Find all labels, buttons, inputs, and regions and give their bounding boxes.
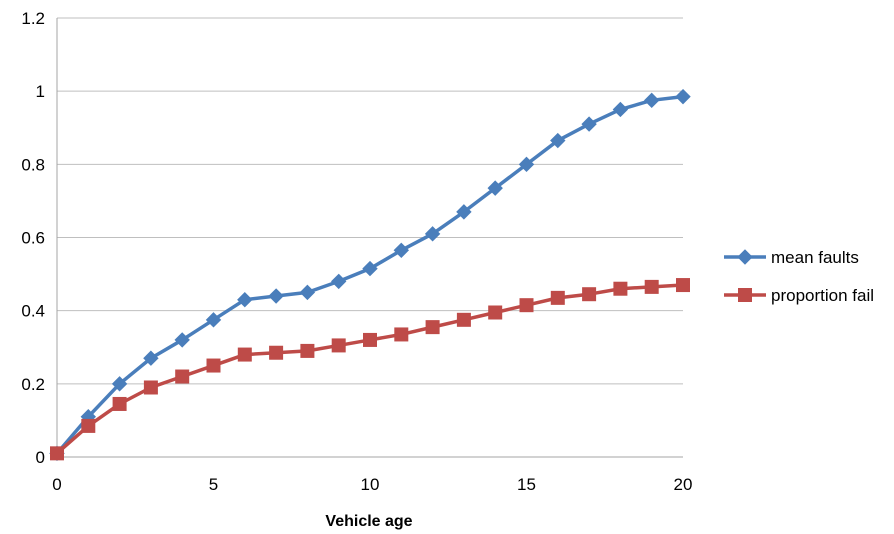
data-point: [112, 396, 127, 411]
data-point: [50, 446, 64, 461]
data-point: [424, 226, 441, 242]
data-point: [612, 101, 629, 118]
data-point: [237, 291, 253, 308]
data-point: [393, 242, 410, 259]
data-point: [331, 338, 346, 353]
y-tick-label: 0.8: [21, 155, 45, 174]
data-point: [518, 156, 535, 173]
data-point: [269, 345, 284, 360]
legend: mean faults proportion fail: [724, 248, 874, 305]
y-tick-label: 0: [36, 448, 45, 467]
data-point: [488, 305, 503, 320]
data-point: [237, 347, 252, 362]
x-tick-label: 10: [361, 475, 380, 494]
data-point: [581, 116, 597, 132]
data-point: [644, 279, 659, 294]
y-tick-label: 0.2: [21, 375, 45, 394]
y-tick-label: 1: [36, 82, 45, 101]
data-point: [300, 343, 315, 358]
data-point: [550, 132, 566, 149]
y-tick-label: 0.6: [21, 229, 45, 248]
data-point: [582, 287, 597, 302]
data-point: [643, 92, 660, 109]
y-tick-label: 1.2: [21, 9, 45, 28]
series-proportion-fail: [50, 278, 690, 461]
y-tick-labels: 0 0.2 0.4 0.6 0.8 1 1.2: [21, 9, 45, 467]
series-mean-faults: [49, 88, 691, 462]
data-point: [206, 358, 221, 373]
data-point: [613, 281, 628, 296]
data-point: [363, 332, 377, 347]
data-point: [143, 350, 159, 366]
data-point: [487, 180, 503, 196]
gridlines: [57, 17, 683, 385]
legend-label: mean faults: [771, 248, 859, 267]
x-tick-label: 0: [52, 475, 61, 494]
data-point: [143, 380, 158, 395]
data-point: [268, 288, 284, 304]
x-axis-label: Vehicle age: [325, 513, 412, 530]
data-point: [676, 278, 690, 293]
data-point: [111, 376, 128, 392]
data-point: [675, 88, 691, 105]
data-point: [456, 312, 471, 327]
data-point: [456, 204, 472, 220]
data-point: [425, 320, 440, 335]
y-tick-label: 0.4: [21, 302, 45, 321]
legend-marker: [738, 288, 752, 302]
axes: [56, 18, 683, 458]
data-point: [519, 298, 534, 313]
data-point: [205, 312, 222, 328]
x-tick-label: 15: [517, 475, 536, 494]
data-point: [330, 273, 347, 290]
x-tick-label: 20: [674, 475, 693, 494]
x-tick-label: 5: [209, 475, 218, 494]
data-point: [81, 418, 96, 433]
data-point: [550, 290, 565, 305]
data-point: [299, 284, 316, 301]
data-point: [175, 369, 190, 384]
series-group: [49, 88, 691, 462]
legend-label: proportion fail: [771, 286, 874, 305]
legend-entry: mean faults: [724, 248, 859, 267]
legend-marker: [737, 249, 753, 265]
data-point: [394, 327, 409, 342]
x-tick-labels: 0 5 10 15 20: [52, 475, 692, 494]
data-point: [362, 260, 378, 277]
legend-entry: proportion fail: [724, 286, 874, 305]
data-point: [174, 332, 190, 348]
